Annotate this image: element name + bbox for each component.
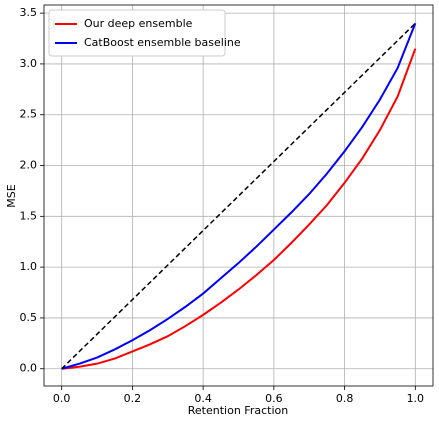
y-tick-label: 2.5 [20,108,38,121]
y-tick-label: 1.5 [20,209,38,222]
x-tick-label: 0.6 [265,392,283,405]
legend-label: Our deep ensemble [84,17,193,30]
data-line [61,48,417,370]
x-tick-label: 0.0 [53,392,71,405]
data-line [61,22,416,370]
x-tick-label: 0.2 [124,392,142,405]
legend-label: CatBoost ensemble baseline [84,36,241,49]
legend: Our deep ensemble CatBoost ensemble basel… [48,9,241,57]
y-tick-label: 2.0 [20,159,38,172]
x-tick-label: 1.0 [407,392,425,405]
y-tick-label: 0.0 [20,362,38,375]
y-tick-label: 3.0 [20,57,38,70]
y-tick-label: 1.0 [20,260,38,273]
y-axis-label: MSE [5,184,18,207]
axes-frame [43,4,434,387]
x-tick-label: 0.8 [336,392,354,405]
legend-box [48,9,226,57]
y-tick-label: 3.5 [20,6,38,19]
x-tick-label: 0.4 [194,392,212,405]
y-tick-label: 0.5 [20,311,38,324]
data-line [61,22,417,370]
x-axis-label: Retention Fraction [188,404,288,417]
